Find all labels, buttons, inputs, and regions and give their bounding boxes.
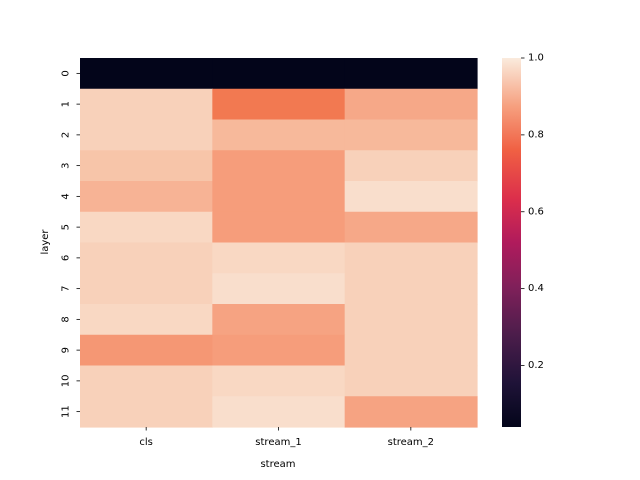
- x-tick-label: stream_2: [388, 437, 434, 448]
- heatmap-cell: [344, 273, 478, 305]
- colorbar: [502, 58, 521, 427]
- colorbar-gradient: [502, 58, 521, 427]
- heatmap-cell: [80, 58, 213, 90]
- colorbar-ticks: 0.2 0.4 0.6 0.8 1.0: [521, 53, 544, 371]
- heatmap-cell: [344, 58, 478, 90]
- heatmap-cell: [344, 119, 478, 151]
- heatmap-cell: [212, 211, 346, 244]
- y-tick-label: 9: [61, 347, 72, 353]
- heatmap-cell: [344, 242, 478, 274]
- heatmap-cell: [80, 365, 213, 397]
- y-tick-label: 10: [61, 375, 72, 388]
- y-tick-label: 3: [61, 162, 72, 168]
- heatmap-cell: [212, 88, 346, 121]
- x-axis-label: stream: [260, 459, 295, 470]
- heatmap-cells: [80, 58, 478, 428]
- heatmap-cell: [212, 150, 346, 182]
- heatmap-cell: [80, 150, 213, 182]
- heatmap-cell: [344, 88, 478, 121]
- heatmap-cell: [212, 304, 346, 336]
- colorbar-tick-label: 1.0: [528, 53, 544, 64]
- y-tick-label: 7: [61, 285, 72, 291]
- y-tick-label: 4: [61, 193, 72, 199]
- colorbar-tick-label: 0.2: [528, 360, 544, 371]
- heatmap-cell: [80, 273, 213, 305]
- heatmap-cell: [80, 181, 213, 213]
- heatmap-cell: [344, 150, 478, 182]
- colorbar-tick-label: 0.6: [528, 206, 544, 217]
- heatmap-cell: [80, 211, 213, 244]
- heatmap-cell: [344, 334, 478, 367]
- heatmap-cell: [344, 304, 478, 336]
- heatmap-cell: [80, 334, 213, 367]
- x-tick-label: cls: [139, 437, 153, 448]
- heatmap-cell: [212, 396, 346, 428]
- colorbar-tick-label: 0.8: [528, 129, 544, 140]
- y-tick-label: 11: [61, 405, 72, 418]
- heatmap-cell: [212, 181, 346, 213]
- y-tick-label: 6: [61, 255, 72, 261]
- heatmap-cell: [212, 58, 346, 90]
- x-axis-ticks: cls stream_1 stream_2: [139, 427, 434, 448]
- heatmap-cell: [344, 365, 478, 397]
- heatmap-cell: [212, 273, 346, 305]
- heatmap-cell: [344, 211, 478, 244]
- heatmap-cell: [212, 242, 346, 274]
- y-tick-label: 2: [61, 132, 72, 138]
- y-tick-label: 0: [61, 70, 72, 76]
- y-tick-label: 1: [61, 101, 72, 107]
- heatmap-cell: [344, 396, 478, 428]
- heatmap-cell: [80, 88, 213, 121]
- colorbar-tick-label: 0.4: [528, 283, 544, 294]
- y-axis-label: layer: [40, 229, 51, 255]
- y-tick-label: 5: [61, 224, 72, 230]
- heatmap-cell: [80, 396, 213, 428]
- y-tick-label: 8: [61, 316, 72, 322]
- x-tick-label: stream_1: [255, 437, 301, 448]
- y-axis-ticks: 0 1 2 3 4 5 6 7 8 9 10 11: [61, 70, 80, 418]
- heatmap-cell: [212, 334, 346, 367]
- heatmap-cell: [80, 304, 213, 336]
- heatmap-cell: [212, 119, 346, 151]
- heatmap-cell: [80, 119, 213, 151]
- heatmap-cell: [212, 365, 346, 397]
- heatmap-cell: [80, 242, 213, 274]
- heatmap-cell: [344, 181, 478, 213]
